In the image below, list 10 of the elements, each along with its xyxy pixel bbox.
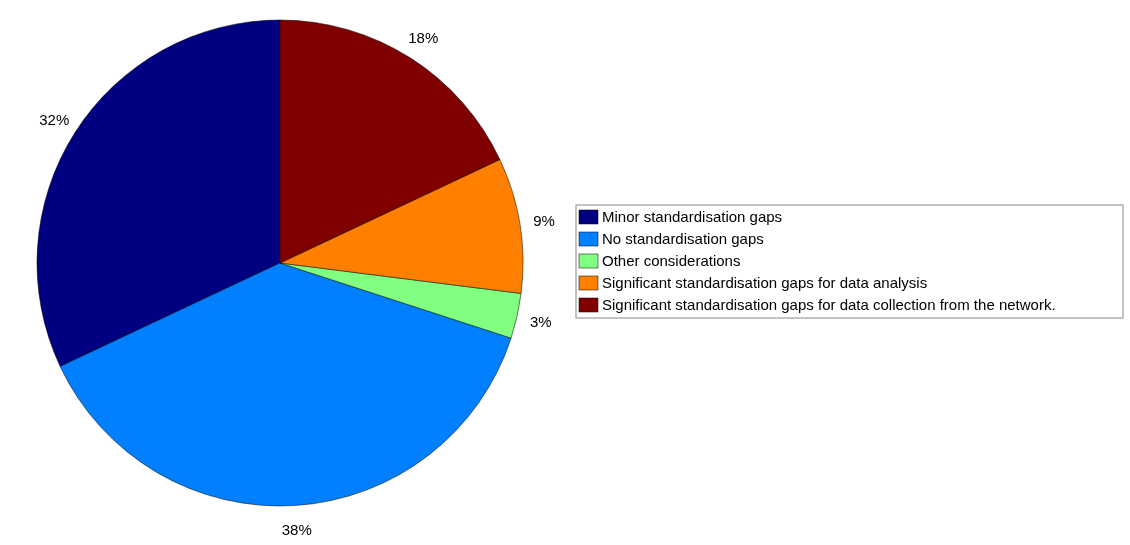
data-label: 9% [533,212,555,230]
data-label: 3% [530,312,552,330]
legend-label: Minor standardisation gaps [602,208,783,226]
data-label: 32% [39,111,70,129]
data-label: 18% [408,28,439,46]
legend-label: No standardisation gaps [602,230,764,248]
legend-label: Significant standardisation gaps for data analysis [602,274,928,292]
legend-label: Other considerations [602,252,741,270]
legend-label: Significant standardisation gaps for data collection from the network. [602,296,1056,314]
data-label: 38% [281,521,312,539]
